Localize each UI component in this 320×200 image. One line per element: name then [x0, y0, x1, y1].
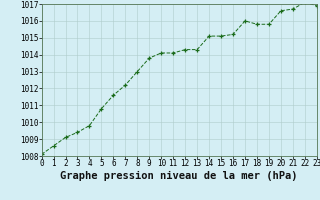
X-axis label: Graphe pression niveau de la mer (hPa): Graphe pression niveau de la mer (hPa) [60, 171, 298, 181]
